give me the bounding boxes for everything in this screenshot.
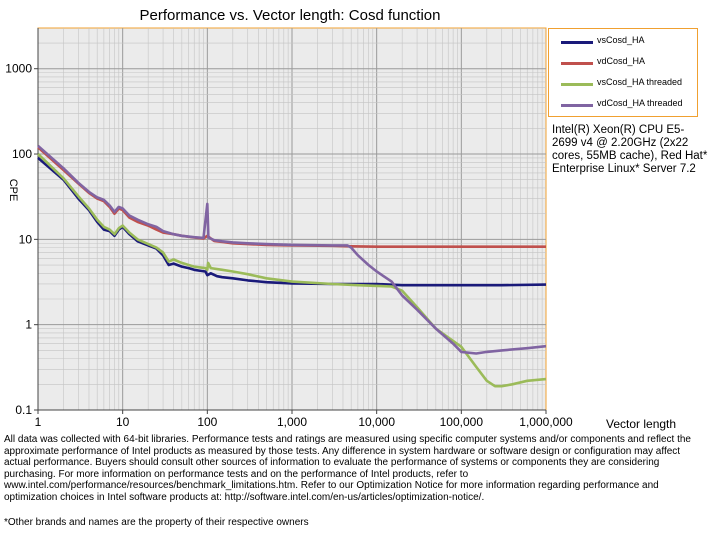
chart-legend: vsCosd_HA vdCosd_HA vsCosd_HA threaded v… bbox=[548, 28, 698, 117]
y-axis-label: CPE bbox=[7, 179, 19, 202]
trademark-footnote: *Other brands and names are the property… bbox=[4, 517, 309, 528]
legend-item-vdcosd-ha: vdCosd_HA bbox=[549, 54, 697, 74]
legend-item-vscosd-ha: vsCosd_HA bbox=[549, 33, 697, 53]
series-line-vscosd-ha-threaded bbox=[37, 153, 547, 388]
y-tick-label: 100 bbox=[12, 147, 32, 161]
x-tick-label: 100 bbox=[197, 415, 217, 429]
legend-item-vscosd-ha-threaded: vsCosd_HA threaded bbox=[549, 75, 697, 95]
series-line-vdcosd-ha-threaded bbox=[37, 144, 547, 355]
legend-swatch bbox=[561, 83, 593, 86]
performance-disclaimer: All data was collected with 64-bit libra… bbox=[4, 434, 691, 503]
y-tick-label: 1000 bbox=[5, 62, 32, 76]
y-tick-label: 10 bbox=[19, 232, 33, 246]
legend-item-vdcosd-ha-threaded: vdCosd_HA threaded bbox=[549, 96, 697, 116]
y-tick-label: 0.1 bbox=[15, 403, 32, 417]
series-lines bbox=[37, 144, 547, 388]
legend-label: vdCosd_HA bbox=[597, 56, 646, 66]
legend-label: vdCosd_HA threaded bbox=[597, 98, 683, 108]
legend-label: vsCosd_HA threaded bbox=[597, 77, 683, 87]
grid-lines bbox=[38, 28, 546, 410]
x-axis-label: Vector length bbox=[606, 417, 676, 431]
y-tick-label: 1 bbox=[25, 318, 32, 332]
x-tick-label: 10,000 bbox=[358, 415, 395, 429]
legend-label: vsCosd_HA bbox=[597, 35, 645, 45]
cpu-config-note: Intel(R) Xeon(R) CPU E5-2699 v4 @ 2.20GH… bbox=[552, 124, 708, 175]
x-tick-label: 100,000 bbox=[440, 415, 484, 429]
chart-title: Performance vs. Vector length: Cosd func… bbox=[140, 7, 441, 24]
x-tick-label: 1 bbox=[35, 415, 42, 429]
axes: 1 10 100 1,000 10,000 100,000 1,000,0000.11101… bbox=[5, 28, 573, 429]
performance-chart: Performance vs. Vector length: Cosd func… bbox=[5, 7, 676, 431]
legend-swatch bbox=[561, 41, 593, 44]
x-tick-label: 1,000,000 bbox=[519, 415, 573, 429]
x-tick-label: 10 bbox=[116, 415, 130, 429]
legend-swatch bbox=[561, 62, 593, 65]
legend-swatch bbox=[561, 104, 593, 107]
x-tick-label: 1,000 bbox=[277, 415, 307, 429]
